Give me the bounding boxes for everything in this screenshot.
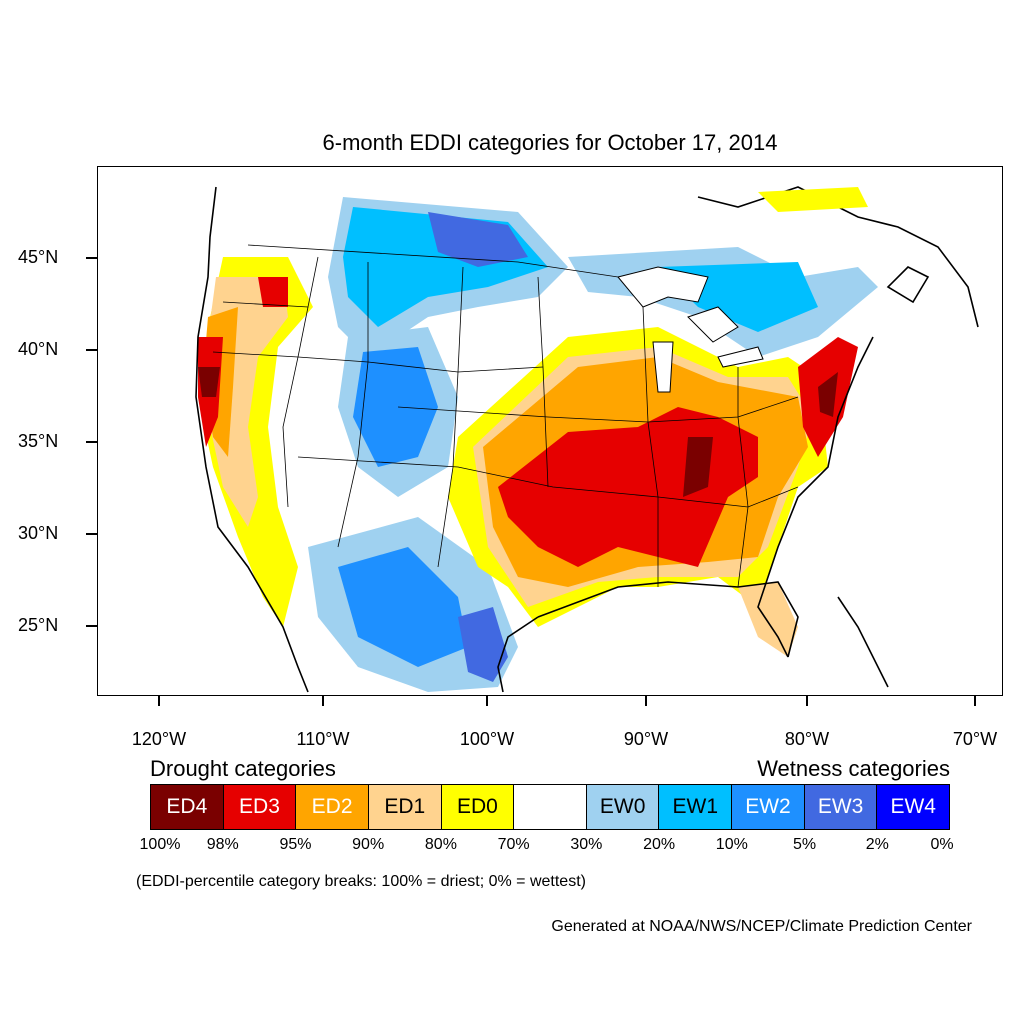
eddi-map — [97, 166, 1003, 696]
legend-box-neutral — [514, 785, 587, 829]
legend-break-label: 5% — [792, 836, 817, 853]
wet-region-southwest-ew2 — [338, 547, 468, 667]
coastlines — [195, 186, 979, 693]
legend-box-ew1: EW1 — [659, 785, 733, 829]
legend-box-ed4: ED4 — [151, 785, 224, 829]
drought-categories-heading: Drought categories — [150, 756, 336, 781]
legend-break-label: 0% — [930, 836, 954, 853]
wet-region-rockies-ew2 — [353, 347, 438, 467]
x-tick-label-90w: 90°W — [623, 729, 669, 749]
credit-text: Generated at NOAA/NWS/NCEP/Climate Predi… — [551, 918, 972, 935]
x-tick-mark — [974, 696, 976, 706]
map-canvas — [195, 186, 979, 693]
dry-region-oregon-ed3 — [258, 277, 288, 307]
yellow-patch-canada — [758, 187, 868, 212]
legend-break-label: 90% — [352, 836, 385, 853]
legend-break-label: 100% — [139, 836, 181, 853]
great-lakes — [617, 266, 764, 393]
y-tick-label-25n: 25°N — [18, 615, 59, 635]
legend-break-label: 2% — [865, 836, 889, 853]
legend-break-label: 80% — [424, 836, 457, 853]
legend-box-ew3: EW3 — [804, 785, 878, 829]
y-tick-label-45n: 45°N — [18, 247, 59, 267]
x-tick-label-100w: 100°W — [459, 729, 515, 749]
legend-box-ew0: EW0 — [586, 785, 660, 829]
dry-region-florida — [738, 582, 798, 657]
y-tick-mark — [86, 257, 97, 259]
x-tick-mark — [158, 696, 160, 706]
dry-region-west-coast-ed4 — [198, 367, 220, 397]
wetness-categories-heading: Wetness categories — [757, 756, 950, 781]
y-tick-mark — [86, 533, 97, 535]
x-tick-mark — [645, 696, 647, 706]
x-tick-mark — [806, 696, 808, 706]
legend-box-ed0: ED0 — [441, 785, 515, 829]
dry-region-central-ed4 — [683, 437, 713, 497]
wet-region-texas-ew3 — [458, 607, 508, 682]
state-boundaries — [212, 244, 799, 588]
legend-note: (EDDI-percentile category breaks: 100% =… — [136, 873, 586, 890]
legend-break-label: 98% — [206, 836, 239, 853]
legend-color-bar: ED4 ED3 ED2 ED1 ED0 EW0 EW1 EW2 EW3 EW4 — [150, 784, 950, 830]
legend-break-label: 70% — [497, 836, 530, 853]
dry-region-atlantic-ed4 — [818, 372, 838, 417]
y-tick-label-40n: 40°N — [18, 339, 59, 359]
x-tick-mark — [486, 696, 488, 706]
y-tick-label-30n: 30°N — [18, 523, 59, 543]
legend-break-label: 20% — [643, 836, 676, 853]
legend-box-ed3: ED3 — [223, 785, 297, 829]
legend-box-ew2: EW2 — [732, 785, 805, 829]
y-tick-mark — [86, 441, 97, 443]
legend-box-ed1: ED1 — [368, 785, 442, 829]
x-tick-mark — [322, 696, 324, 706]
x-tick-label-120w: 120°W — [131, 729, 187, 749]
y-tick-label-35n: 35°N — [18, 431, 59, 451]
y-tick-mark — [86, 349, 97, 351]
legend-box-ew4: EW4 — [877, 785, 950, 829]
map-title: 6-month EDDI categories for October 17, … — [322, 130, 778, 155]
legend-box-ed2: ED2 — [296, 785, 369, 829]
wet-region-north-ew3 — [428, 212, 528, 267]
y-tick-mark — [86, 625, 97, 627]
legend-break-label: 10% — [715, 836, 748, 853]
legend-break-label: 95% — [279, 836, 312, 853]
legend-break-label: 30% — [570, 836, 603, 853]
x-tick-label-110w: 110°W — [296, 729, 350, 749]
x-tick-label-80w: 80°W — [784, 729, 830, 749]
x-tick-label-70w: 70°W — [952, 729, 998, 749]
